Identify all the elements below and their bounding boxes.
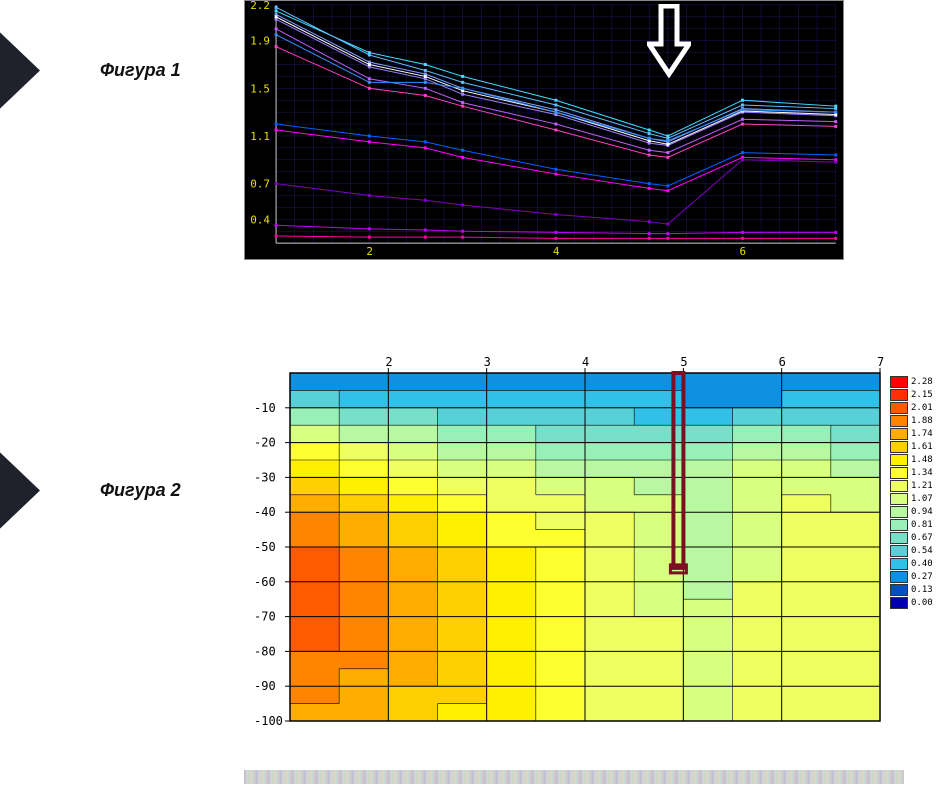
svg-text:2: 2 — [366, 245, 373, 258]
svg-text:-50: -50 — [254, 540, 276, 554]
svg-text:-80: -80 — [254, 644, 276, 658]
legend-row: 1.88 — [890, 414, 933, 427]
legend-value: 0.13 — [911, 585, 933, 595]
svg-text:-40: -40 — [254, 505, 276, 519]
svg-text:4: 4 — [582, 355, 589, 369]
legend-value: 0.27 — [911, 572, 933, 582]
svg-text:4: 4 — [553, 245, 560, 258]
legend-row: 1.74 — [890, 427, 933, 440]
legend-row: 0.54 — [890, 544, 933, 557]
legend-row: 1.07 — [890, 492, 933, 505]
svg-text:0.4: 0.4 — [250, 213, 270, 226]
legend-row: 0.27 — [890, 570, 933, 583]
figure-2-label: Фигура 2 — [100, 480, 181, 501]
legend-row: 1.21 — [890, 479, 933, 492]
figure-2-label-group: Фигура 2 — [0, 480, 181, 501]
legend-value: 2.15 — [911, 390, 933, 400]
figure-2-legend: 2.28 2.15 2.01 1.88 1.74 1.61 1.48 1.34 1.21 1.07… — [890, 375, 933, 609]
legend-value: 2.01 — [911, 403, 933, 413]
figure-1-label: Фигура 1 — [100, 60, 181, 81]
legend-row: 2.15 — [890, 388, 933, 401]
legend-row: 1.34 — [890, 466, 933, 479]
legend-value: 1.88 — [911, 416, 933, 426]
svg-text:6: 6 — [779, 355, 786, 369]
legend-value: 0.94 — [911, 507, 933, 517]
svg-text:-20: -20 — [254, 436, 276, 450]
legend-value: 0.40 — [911, 559, 933, 569]
svg-text:-10: -10 — [254, 401, 276, 415]
legend-value: 0.00 — [911, 598, 933, 608]
svg-text:-30: -30 — [254, 470, 276, 484]
legend-value: 1.48 — [911, 455, 933, 465]
svg-text:2: 2 — [385, 355, 392, 369]
legend-row: 0.00 — [890, 596, 933, 609]
legend-value: 0.81 — [911, 520, 933, 530]
figure-1-chart: 0.4 0.7 1.1 1.5 1.9 2.2 2 4 6 — [244, 0, 844, 260]
legend-row: 0.94 — [890, 505, 933, 518]
legend-value: 1.34 — [911, 468, 933, 478]
legend-row: 0.13 — [890, 583, 933, 596]
legend-value: 2.28 — [911, 377, 933, 387]
legend-row: 1.61 — [890, 440, 933, 453]
svg-text:1.1: 1.1 — [250, 130, 270, 143]
legend-value: 1.74 — [911, 429, 933, 439]
down-arrow-icon — [647, 4, 691, 78]
legend-row: 1.48 — [890, 453, 933, 466]
legend-value: 0.54 — [911, 546, 933, 556]
legend-value: 0.67 — [911, 533, 933, 543]
legend-row: 2.01 — [890, 401, 933, 414]
svg-text:3: 3 — [484, 355, 491, 369]
legend-value: 1.21 — [911, 481, 933, 491]
svg-text:1.9: 1.9 — [250, 35, 270, 48]
legend-row: 0.40 — [890, 557, 933, 570]
svg-text:5: 5 — [680, 355, 687, 369]
svg-text:0.7: 0.7 — [250, 178, 270, 191]
noise-strip — [244, 770, 904, 784]
svg-text:-70: -70 — [254, 610, 276, 624]
figure-2-chart: 2 3 4 5 6 7 -10 -20 -30 -40 -50 -60 -70 -80 -90 -100 — [244, 355, 884, 725]
legend-value: 1.61 — [911, 442, 933, 452]
svg-text:-90: -90 — [254, 679, 276, 693]
figure-1-label-group: Фигура 1 — [0, 60, 181, 81]
legend-row: 0.81 — [890, 518, 933, 531]
legend-value: 1.07 — [911, 494, 933, 504]
svg-text:6: 6 — [739, 245, 746, 258]
svg-text:-100: -100 — [254, 714, 283, 725]
legend-row: 0.67 — [890, 531, 933, 544]
svg-text:1.5: 1.5 — [250, 82, 270, 95]
svg-text:-60: -60 — [254, 575, 276, 589]
svg-text:7: 7 — [877, 355, 884, 369]
svg-text:2.2: 2.2 — [250, 1, 270, 12]
legend-row: 2.28 — [890, 375, 933, 388]
